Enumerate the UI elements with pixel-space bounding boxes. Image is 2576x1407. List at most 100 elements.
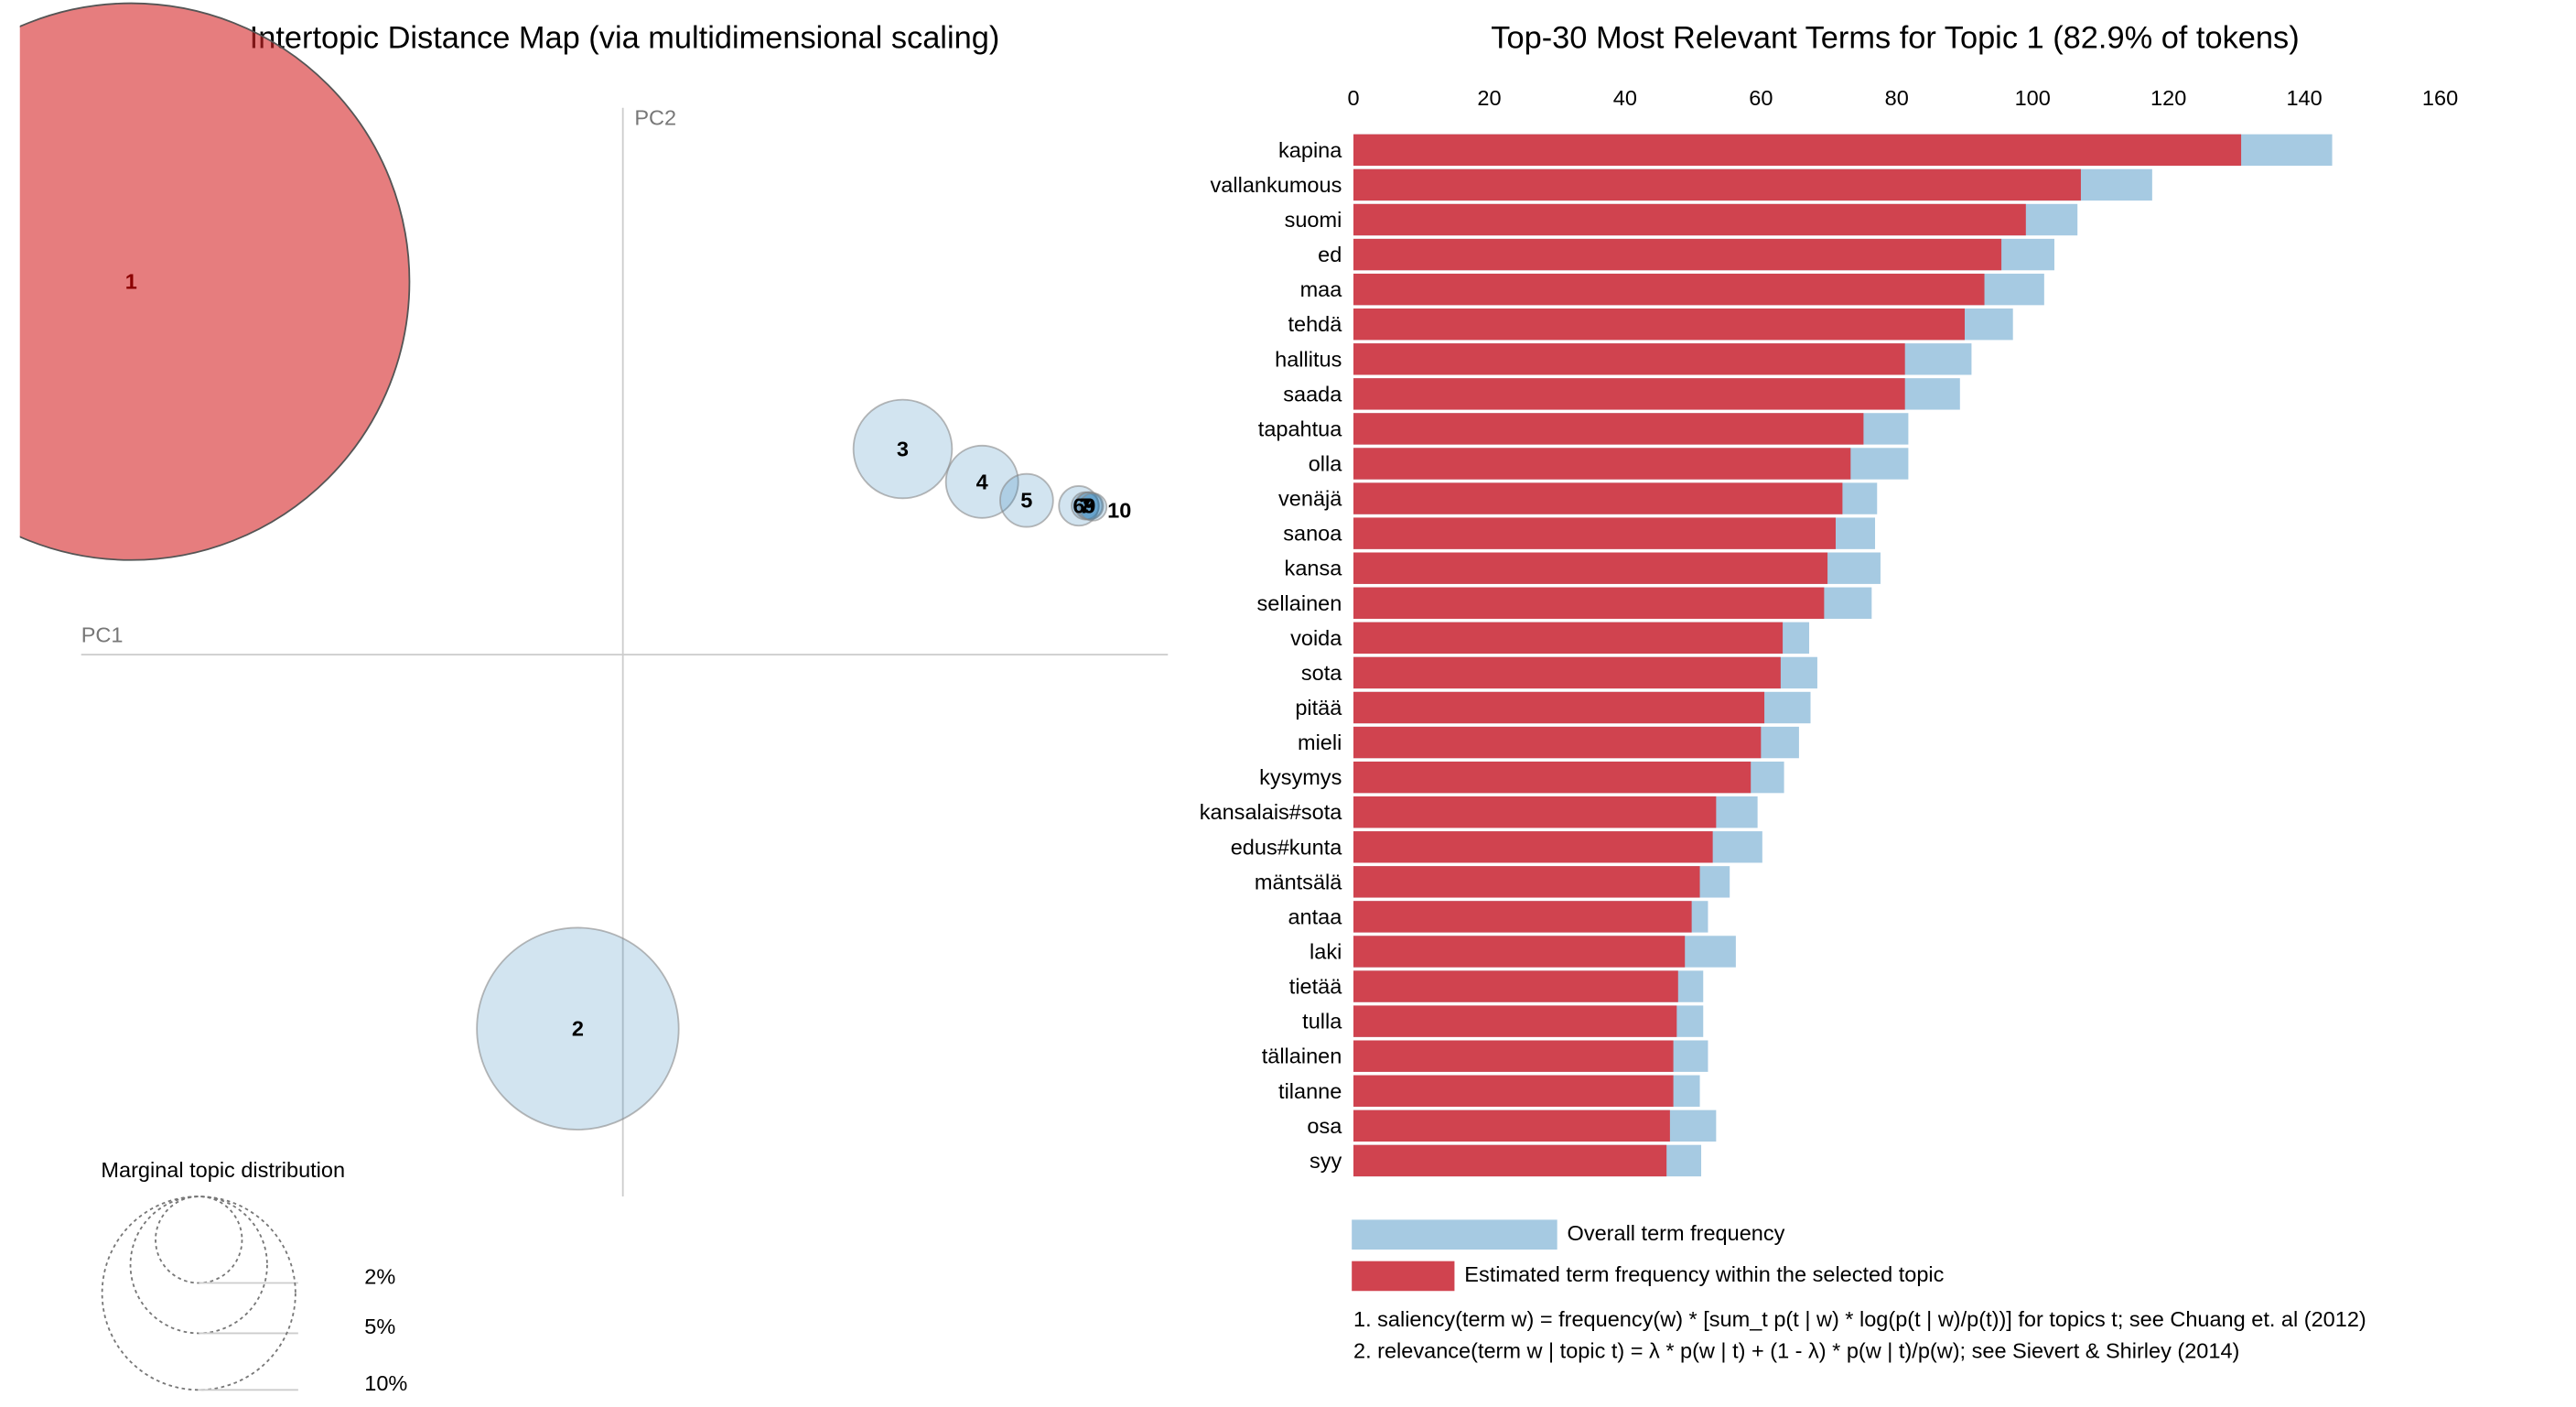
topic-bar bbox=[1353, 482, 1843, 514]
topic-bar bbox=[1353, 1109, 1670, 1142]
topic-bar bbox=[1353, 622, 1784, 655]
footnote: 1. saliency(term w) = frequency(w) * [su… bbox=[1353, 1307, 2366, 1331]
term-label: mieli bbox=[1298, 731, 1342, 754]
term-label: sota bbox=[1301, 661, 1342, 685]
x-tick-label: 160 bbox=[2422, 86, 2458, 110]
x-tick-label: 60 bbox=[1749, 86, 1773, 110]
bar-title: Top-30 Most Relevant Terms for Topic 1 (… bbox=[1491, 21, 2299, 56]
term-label: olla bbox=[1309, 452, 1343, 476]
topic-bar bbox=[1353, 726, 1762, 759]
term-label: saada bbox=[1283, 382, 1342, 406]
term-label: voida bbox=[1290, 626, 1342, 650]
topic-bubble bbox=[852, 398, 954, 500]
y-axis-label: PC2 bbox=[634, 106, 676, 130]
map-title: Intertopic Distance Map (via multidimens… bbox=[250, 21, 1000, 56]
topic-bar bbox=[1353, 796, 1717, 828]
term-label: kansalais#sota bbox=[1200, 800, 1342, 824]
size-legend-label: 5% bbox=[364, 1315, 395, 1338]
term-label: edus#kunta bbox=[1231, 835, 1343, 859]
topic-bar bbox=[1353, 1040, 1674, 1072]
size-legend-label: 2% bbox=[364, 1264, 395, 1288]
term-label: kansa bbox=[1285, 557, 1343, 580]
term-label: pitää bbox=[1295, 696, 1342, 720]
footnote: 2. relevance(term w | topic t) = λ * p(w… bbox=[1353, 1338, 2239, 1362]
topic-label: 7 bbox=[1079, 494, 1091, 518]
topic-bar bbox=[1353, 901, 1692, 933]
term-label: sellainen bbox=[1257, 591, 1342, 615]
topic-bar bbox=[1353, 831, 1713, 863]
x-tick-label: 140 bbox=[2286, 86, 2322, 110]
term-label: laki bbox=[1310, 940, 1342, 964]
legend-label: Overall term frequency bbox=[1568, 1221, 1785, 1245]
legend-label: Estimated term frequency within the sele… bbox=[1464, 1262, 1944, 1286]
x-tick-label: 0 bbox=[1347, 86, 1359, 110]
size-legend-circle bbox=[101, 1196, 296, 1391]
legend-swatch bbox=[1352, 1219, 1557, 1250]
term-label: tällainen bbox=[1262, 1044, 1342, 1068]
topic-label: 8 bbox=[1083, 494, 1094, 518]
topic-bar bbox=[1353, 308, 1966, 341]
topic-bar bbox=[1353, 970, 1678, 1002]
topic-bar bbox=[1353, 134, 2242, 167]
topic-label: 4 bbox=[976, 470, 988, 493]
topic-bar bbox=[1353, 517, 1836, 549]
x-axis-label: PC1 bbox=[81, 622, 124, 646]
x-tick-label: 80 bbox=[1885, 86, 1909, 110]
term-label: vallankumous bbox=[1211, 173, 1342, 197]
term-label: venäjä bbox=[1278, 487, 1342, 511]
topic-bar bbox=[1353, 378, 1905, 410]
term-label: antaa bbox=[1288, 904, 1342, 928]
term-label: suomi bbox=[1285, 208, 1342, 232]
topic-bar bbox=[1353, 273, 1985, 306]
x-tick-label: 100 bbox=[2015, 86, 2051, 110]
topic-bar bbox=[1353, 343, 1905, 375]
topic-bubble bbox=[999, 472, 1054, 528]
size-legend-title: Marginal topic distribution bbox=[101, 1158, 345, 1182]
topic-label: 3 bbox=[897, 438, 909, 461]
topic-label: 6 bbox=[1072, 494, 1084, 518]
topic-bubble bbox=[476, 926, 680, 1131]
x-tick-label: 40 bbox=[1613, 86, 1637, 110]
topic-bar bbox=[1353, 413, 1864, 445]
topic-bar bbox=[1353, 866, 1700, 898]
term-label: hallitus bbox=[1275, 347, 1342, 371]
topic-bar bbox=[1353, 168, 2081, 201]
topic-label: 5 bbox=[1020, 489, 1032, 513]
topic-bubble bbox=[1078, 492, 1108, 522]
topic-bar bbox=[1353, 936, 1686, 968]
term-label: kysymys bbox=[1259, 765, 1342, 789]
topic-bar bbox=[1353, 1005, 1677, 1037]
term-label: ed bbox=[1318, 243, 1342, 266]
term-label: maa bbox=[1300, 277, 1343, 301]
size-legend-label: 10% bbox=[364, 1371, 407, 1395]
topic-bar bbox=[1353, 203, 2026, 236]
topic-label: 1 bbox=[125, 270, 137, 294]
term-label: tulla bbox=[1302, 1010, 1342, 1034]
term-label: kapina bbox=[1278, 138, 1342, 162]
term-label: tehdä bbox=[1288, 312, 1342, 336]
topic-bar bbox=[1353, 691, 1765, 724]
topic-label: 2 bbox=[572, 1017, 584, 1041]
topic-label: 10 bbox=[1107, 498, 1131, 522]
term-label: tietää bbox=[1289, 975, 1342, 999]
term-label: osa bbox=[1307, 1114, 1342, 1138]
legend-swatch bbox=[1352, 1261, 1455, 1292]
topic-bar bbox=[1353, 761, 1751, 794]
topic-bar bbox=[1353, 587, 1825, 619]
term-label: tilanne bbox=[1278, 1079, 1342, 1103]
x-tick-label: 20 bbox=[1477, 86, 1501, 110]
x-tick-label: 120 bbox=[2150, 86, 2186, 110]
topic-bar bbox=[1353, 238, 2002, 271]
term-label: sanoa bbox=[1283, 522, 1342, 546]
topic-bar bbox=[1353, 1144, 1667, 1177]
topic-bubble bbox=[19, 2, 411, 561]
term-label: mäntsälä bbox=[1255, 870, 1342, 893]
topic-bar bbox=[1353, 552, 1828, 584]
topic-bar bbox=[1353, 1075, 1674, 1107]
topic-bar bbox=[1353, 448, 1851, 480]
topic-label: 9 bbox=[1083, 494, 1095, 518]
